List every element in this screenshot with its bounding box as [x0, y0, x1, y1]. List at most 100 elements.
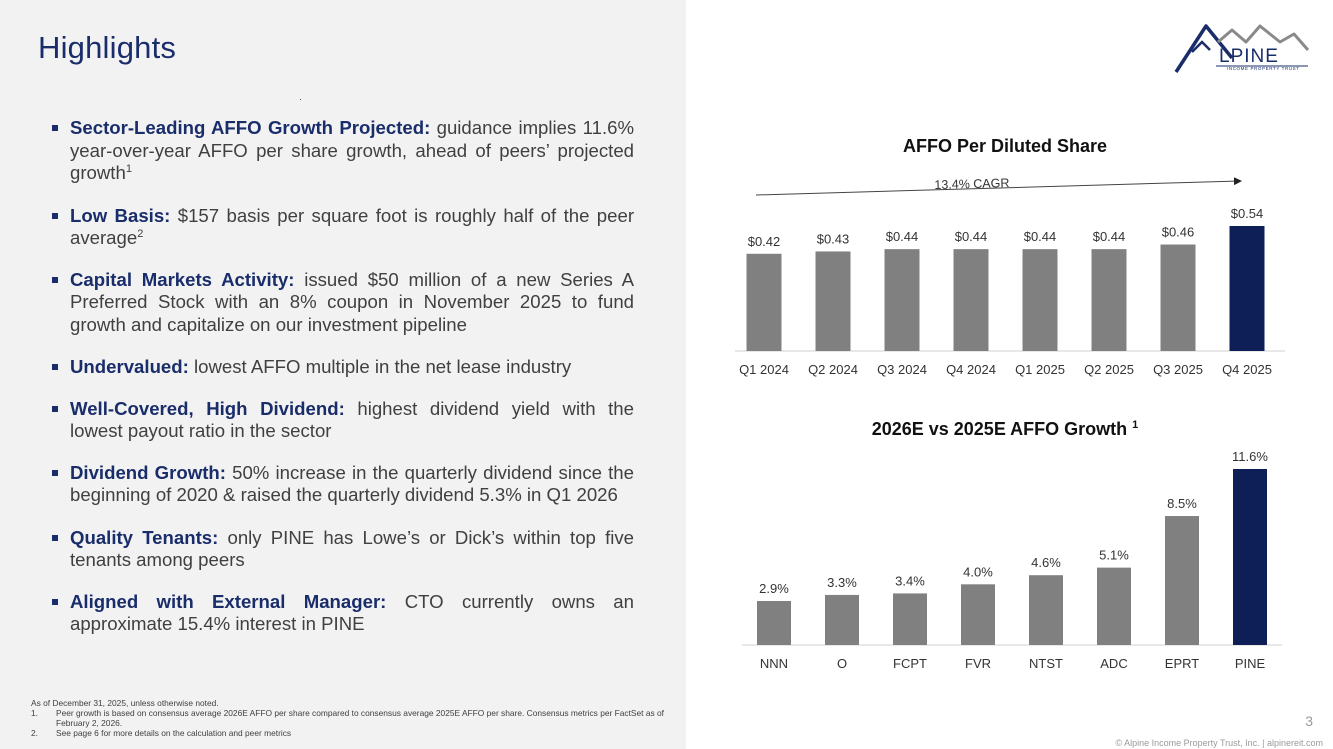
affo-per-share-chart: $0.42 Q1 2024 $0.43 Q2 2024 $0.44 Q3 2024 $0.4…: [735, 176, 1285, 377]
footnotes: As of December 31, 2025, unless otherwis…: [31, 698, 671, 738]
bullet-marker: [52, 276, 58, 283]
bar-q2-2024: [815, 251, 851, 351]
footnote-text: See page 6 for more details on the calcu…: [56, 728, 292, 738]
data-label: 5.1%: [1099, 548, 1129, 563]
logo-name: LPINE: [1219, 46, 1279, 67]
tick-label: NNN: [760, 656, 788, 671]
data-label: 2.9%: [759, 581, 789, 596]
logo-subtitle: INCOME PROPERTY TRUST: [1227, 66, 1300, 71]
bullet-marker: [52, 212, 58, 219]
bar-q4-2024: [953, 249, 989, 351]
tick-label: FVR: [965, 656, 991, 671]
footnote-ref: 2: [137, 227, 144, 240]
chart-1-title: AFFO Per Diluted Share: [810, 136, 1200, 157]
bar-q1-2025: [1022, 249, 1058, 351]
bar-q3-2024: [884, 249, 920, 351]
footnote-text: Peer growth is based on consensus averag…: [56, 708, 664, 728]
tick-label: Q4 2024: [946, 362, 996, 377]
data-label: $0.42: [748, 234, 781, 249]
data-label: $0.44: [1024, 229, 1057, 244]
chart-1-title-text: AFFO Per Diluted Share: [902, 136, 1108, 156]
highlights-list: Sector-Leading AFFO Growth Projected: gu…: [52, 117, 634, 636]
data-label: $0.54: [1231, 206, 1264, 221]
tick-label: Q3 2025: [1153, 362, 1203, 377]
bullet-text: 50% increase in the quarterly dividend s…: [70, 461, 634, 506]
footnote-intro: As of December 31, 2025, unless otherwis…: [31, 698, 219, 708]
chart-2-title-footnote: 1: [1132, 419, 1139, 431]
footnote-2: 2. See page 6 for more details on the ca…: [31, 728, 671, 738]
bullet-text: CTO currently owns an approximate 15.4% …: [70, 590, 634, 635]
tick-label: Q2 2024: [808, 362, 858, 377]
data-label: $0.46: [1162, 225, 1195, 240]
tick-label: Q1 2025: [1015, 362, 1065, 377]
bullet-text: lowest AFFO multiple in the net lease in…: [188, 356, 572, 377]
bullet-marker: [52, 364, 58, 370]
tick-label: Q2 2025: [1084, 362, 1134, 377]
data-label: $0.44: [1093, 229, 1126, 244]
bullet-marker: [52, 125, 58, 131]
tick-label: Q4 2025: [1222, 362, 1272, 377]
copyright: © Alpine Income Property Trust, Inc. | a…: [1115, 738, 1323, 748]
tick-label: FCPT: [893, 656, 927, 671]
bullet-heading: Low Basis:: [70, 204, 171, 226]
cagr-arrow: [755, 177, 1242, 196]
bar-adc: [1097, 567, 1131, 645]
bullet-heading: Well-Covered, High Dividend:: [70, 397, 345, 419]
tick-label: EPRT: [1165, 656, 1199, 671]
tick-label: NTST: [1029, 656, 1063, 671]
bullet-marker: [52, 405, 58, 412]
bullet-affo-growth: Sector-Leading AFFO Growth Projected: gu…: [52, 117, 634, 185]
tick-label: O: [837, 656, 847, 671]
bullet-heading: Sector-Leading AFFO Growth Projected:: [70, 117, 431, 138]
data-label: $0.44: [955, 229, 988, 244]
alpine-logo-mountain-icon: [1174, 24, 1310, 73]
bullet-text: only PINE has Lowe’s or Dick’s within to…: [70, 526, 635, 571]
bullet-low-basis: Low Basis: $157 basis per square foot is…: [52, 205, 634, 250]
bullet-heading: Capital Markets Activity:: [70, 268, 295, 290]
bar-ntst: [1029, 575, 1063, 645]
data-label: $0.44: [886, 229, 919, 244]
tick-label: ADC: [1100, 656, 1127, 671]
bar-q4-2025: [1229, 226, 1265, 351]
data-label: 4.6%: [1031, 555, 1061, 570]
left-panel: [0, 0, 686, 749]
data-label: 3.4%: [895, 573, 925, 588]
chart-2-title: 2026E vs 2025E AFFO Growth 1: [810, 419, 1200, 440]
tick-label: PINE: [1235, 656, 1266, 671]
footnote-number: 1.: [31, 708, 38, 718]
bar-eprt: [1165, 516, 1199, 645]
bullet-quality-tenants: Quality Tenants: only PINE has Lowe’s or…: [52, 527, 634, 572]
bullet-dividend-coverage: Well-Covered, High Dividend: highest div…: [52, 398, 634, 443]
data-label: 8.5%: [1167, 496, 1197, 511]
bullet-undervalued: Undervalued: lowest AFFO multiple in the…: [52, 356, 634, 379]
chart-2-title-text: 2026E vs 2025E AFFO Growth: [871, 419, 1128, 439]
bar-fvr: [961, 584, 995, 645]
footnote-1: 1. Peer growth is based on consensus ave…: [31, 708, 671, 728]
bullet-capital-markets: Capital Markets Activity: issued $50 mil…: [52, 269, 634, 337]
bar-o: [825, 594, 859, 645]
bullet-heading: Undervalued:: [70, 356, 189, 377]
tick-label: Q1 2024: [739, 362, 789, 377]
bar-q2-2025: [1091, 249, 1127, 351]
cagr-label: 13.4% CAGR: [934, 176, 1009, 192]
affo-growth-chart: 2.9% NNN 3.3% O 3.4% FCPT 4.0% FVR 4.6% NTST 5.1% A…: [742, 449, 1282, 671]
bullet-heading: Quality Tenants:: [70, 526, 219, 548]
stray-dot: [300, 99, 301, 100]
data-label: 3.3%: [827, 575, 857, 590]
bar-q1-2024: [746, 253, 782, 351]
data-label: 11.6%: [1232, 449, 1268, 464]
bullet-dividend-growth: Dividend Growth: 50% increase in the qua…: [52, 462, 634, 507]
bar-pine: [1233, 469, 1267, 645]
bullet-marker: [52, 469, 58, 476]
bullet-text: issued $50 million of a new Series A Pre…: [70, 268, 634, 335]
bullet-heading: Dividend Growth:: [70, 461, 226, 483]
footnote-number: 2.: [31, 728, 38, 738]
page-number: 3: [1305, 713, 1313, 729]
bullet-marker: [52, 534, 58, 541]
bullet-text: highest dividend yield with the lowest p…: [70, 397, 634, 442]
footnote-ref: 1: [125, 162, 132, 175]
bullet-text: guidance implies 11.6% year-over-year AF…: [70, 117, 634, 183]
bullet-heading: Aligned with External Manager:: [70, 590, 387, 612]
bar-fcpt: [893, 593, 927, 645]
page-title: Highlights: [38, 30, 177, 65]
